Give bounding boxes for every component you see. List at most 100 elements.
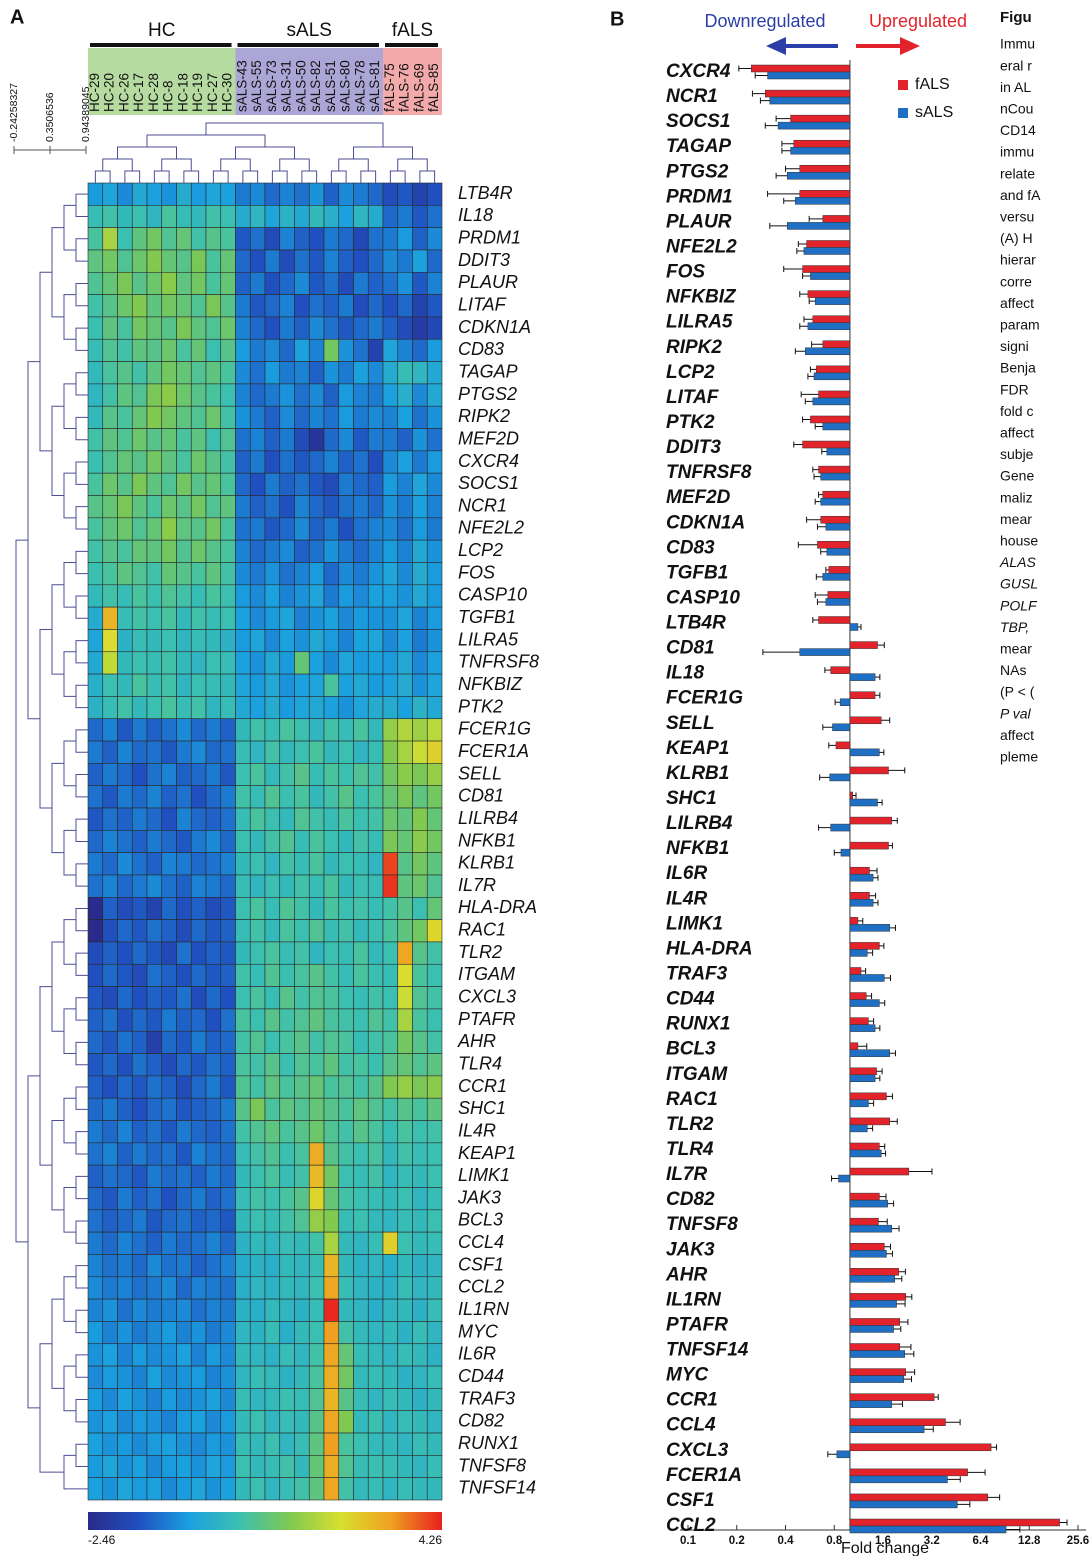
error-bar <box>879 1193 887 1200</box>
heatmap-cell <box>294 1254 310 1278</box>
heatmap-cell <box>294 763 310 786</box>
heatmap-cell <box>220 361 236 385</box>
heatmap-cell <box>367 1410 384 1434</box>
column-label: fALS-75 <box>382 63 397 112</box>
heatmap-cell <box>353 495 369 519</box>
heatmap-cell <box>264 1030 281 1054</box>
heatmap-cell <box>190 1030 207 1054</box>
heatmap-cell <box>117 718 133 742</box>
heatmap-cell <box>426 1276 443 1300</box>
heatmap-cell <box>249 606 266 630</box>
heatmap-cell <box>161 495 177 519</box>
heatmap-cell <box>161 316 177 340</box>
heatmap-cell <box>235 830 251 853</box>
heatmap-cell <box>249 1455 266 1478</box>
heatmap-cell <box>264 316 281 340</box>
heatmap-cell <box>176 1455 192 1478</box>
heatmap-cell <box>102 1388 118 1412</box>
heatmap-cell <box>190 1432 207 1456</box>
heatmap-cell <box>205 673 222 697</box>
heatmap-cell <box>353 1008 369 1032</box>
heatmap-cell <box>176 830 192 853</box>
heatmap-cell <box>367 986 384 1010</box>
heatmap-cell <box>190 1388 207 1412</box>
heatmap-cell <box>367 1254 384 1278</box>
heatmap-cell <box>367 852 384 876</box>
heatmap-cell <box>131 941 148 965</box>
heatmap-cell <box>294 941 310 965</box>
heatmap-cell <box>190 1053 207 1077</box>
heatmap-cell <box>117 963 133 987</box>
bar <box>849 1024 876 1032</box>
heatmap-cell <box>249 1254 266 1278</box>
heatmap-cell <box>176 584 192 608</box>
heatmap-cell <box>338 1254 354 1278</box>
heatmap-cell <box>338 1321 354 1345</box>
heatmap-cell <box>264 182 281 206</box>
heatmap-cell <box>353 1321 369 1345</box>
heatmap-cell <box>308 227 325 251</box>
heatmap-cell <box>397 874 413 898</box>
error-bar <box>875 674 881 681</box>
heatmap-cell <box>146 1276 163 1300</box>
error-bar <box>857 917 864 924</box>
heatmap-cell <box>279 830 295 853</box>
error-bar <box>799 291 808 298</box>
heatmap-cell <box>264 629 281 653</box>
row-label: CD81 <box>458 786 504 806</box>
heatmap-cell <box>338 1343 354 1367</box>
heatmap-cell <box>220 383 236 407</box>
heatmap-cell <box>117 495 133 519</box>
heatmap-cell <box>176 205 192 228</box>
heatmap-cell <box>87 450 104 474</box>
heatmap-cell <box>249 1477 266 1501</box>
heatmap-cell <box>397 1209 413 1233</box>
heatmap-cell <box>264 338 281 362</box>
heatmap-cell <box>161 405 177 429</box>
heatmap-cell <box>397 405 413 429</box>
heatmap-cell <box>323 361 340 385</box>
heatmap-cell <box>249 405 266 429</box>
heatmap-cell <box>190 1142 207 1166</box>
bar <box>817 541 851 549</box>
heatmap-cell <box>279 919 295 943</box>
heatmap-cell <box>161 1298 177 1322</box>
row-label: BCL3 <box>458 1210 503 1230</box>
heatmap-cell <box>412 1432 428 1456</box>
heatmap-cell <box>412 1343 428 1367</box>
heatmap-cell <box>426 271 443 295</box>
heatmap-cell <box>294 673 310 697</box>
heatmap-cell <box>249 294 266 318</box>
heatmap-cell <box>338 1432 354 1456</box>
heatmap-cell <box>279 1097 295 1121</box>
bar <box>849 641 878 649</box>
heatmap-cell <box>294 450 310 474</box>
error-bar <box>812 617 819 624</box>
error-bar <box>815 573 823 580</box>
heatmap-cell <box>131 182 148 206</box>
heatmap-cell <box>367 1030 384 1054</box>
error-bar <box>886 1093 893 1100</box>
heatmap-cell <box>382 205 399 228</box>
heatmap-cell <box>264 606 281 630</box>
error-bar <box>884 974 891 981</box>
heatmap-cell <box>87 1365 104 1389</box>
heatmap-cell <box>279 696 295 720</box>
heatmap-cell <box>338 1455 354 1478</box>
heatmap-cell <box>308 740 325 764</box>
heatmap-cell <box>87 919 104 943</box>
heatmap-cell <box>367 428 384 452</box>
heatmap-cell <box>382 785 399 809</box>
heatmap-cell <box>367 1321 384 1345</box>
heatmap-cell <box>338 1120 354 1144</box>
heatmap-cell <box>338 629 354 653</box>
heatmap-cell <box>249 1053 266 1077</box>
heatmap-cell <box>353 1254 369 1278</box>
heatmap-cell <box>397 1120 413 1144</box>
heatmap-cell <box>279 405 295 429</box>
heatmap-cell <box>338 1097 354 1121</box>
heatmap-cell <box>235 205 251 228</box>
heatmap-cell <box>308 606 325 630</box>
row-label: PTK2 <box>458 696 503 716</box>
heatmap-cell <box>131 1365 148 1389</box>
